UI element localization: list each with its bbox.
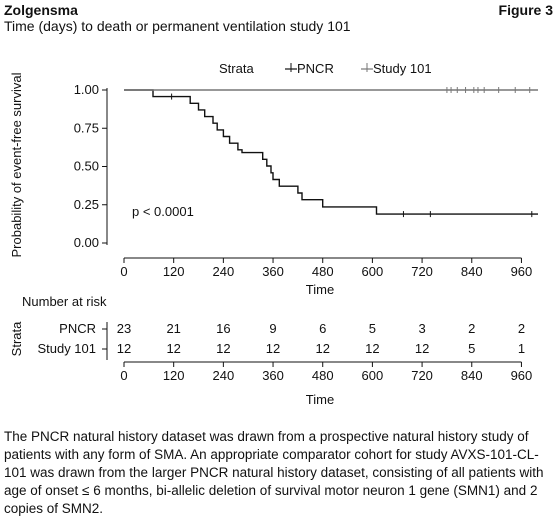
figure-caption: The PNCR natural history dataset was dra… <box>4 429 544 516</box>
risk-cell: 23 <box>117 321 131 336</box>
x-tick-label: 840 <box>461 264 483 279</box>
risk-cell: 12 <box>415 341 429 356</box>
risk-x-tick-label: 240 <box>213 368 235 383</box>
risk-x-tick-label: 360 <box>262 368 284 383</box>
risk-x-tick-label: 120 <box>163 368 185 383</box>
figure-label: Figure 3 <box>498 2 553 18</box>
legend-title: Strata <box>219 61 254 76</box>
y-tick-label: 0.75 <box>74 120 99 135</box>
risk-x-tick-label: 960 <box>511 368 533 383</box>
x-axis-label: Time <box>306 282 334 297</box>
risk-cell: 12 <box>315 341 329 356</box>
risk-cell: 12 <box>266 341 280 356</box>
risk-cell: 6 <box>319 321 326 336</box>
risk-cell: 2 <box>468 321 475 336</box>
x-tick-label: 600 <box>362 264 384 279</box>
y-tick-label: 0.00 <box>74 235 99 250</box>
legend: Strata PNCR Study 101 <box>219 61 432 76</box>
risk-cell: 5 <box>369 321 376 336</box>
x-tick-label: 120 <box>163 264 185 279</box>
legend-study101-label: Study 101 <box>373 61 432 76</box>
x-tick-label: 480 <box>312 264 334 279</box>
risk-cell: 12 <box>166 341 180 356</box>
risk-table-title: Number at risk <box>22 294 107 309</box>
x-tick-label: 240 <box>213 264 235 279</box>
y-tick-label: 0.25 <box>74 197 99 212</box>
risk-x-tick-label: 600 <box>362 368 384 383</box>
legend-pncr-label: PNCR <box>297 61 334 76</box>
x-tick-label: 720 <box>411 264 433 279</box>
y-tick-label: 1.00 <box>74 82 99 97</box>
risk-cell: 12 <box>117 341 131 356</box>
risk-cell: 2 <box>518 321 525 336</box>
risk-row-label-pncr: PNCR <box>59 321 96 336</box>
risk-cell: 16 <box>216 321 230 336</box>
x-tick-label: 0 <box>120 264 127 279</box>
risk-strata-label: Strata <box>9 321 24 356</box>
risk-cell: 21 <box>166 321 180 336</box>
risk-table: 23 21 16 9 6 5 3 2 2 12 12 12 12 12 12 12 5 1 0 120 240 360 48… <box>102 321 532 383</box>
risk-cell: 12 <box>365 341 379 356</box>
series-line-pncr <box>124 89 538 215</box>
plot-area: 0.00 0.25 0.50 0.75 1.00 0 120 240 360 480 600 720 8… <box>74 82 538 279</box>
risk-x-tick-label: 840 <box>461 368 483 383</box>
y-axis-label: Probability of event-free survival <box>9 72 24 257</box>
p-value-annotation: p < 0.0001 <box>132 204 194 219</box>
y-tick-label: 0.50 <box>74 159 99 174</box>
report-title: Zolgensma <box>4 2 78 18</box>
risk-cell: 3 <box>418 321 425 336</box>
risk-x-tick-label: 480 <box>312 368 334 383</box>
risk-x-tick-label: 720 <box>411 368 433 383</box>
risk-cell: 5 <box>468 341 475 356</box>
risk-x-axis-label: Time <box>306 392 334 407</box>
risk-cell: 1 <box>518 341 525 356</box>
risk-cell: 12 <box>216 341 230 356</box>
risk-x-tick-label: 0 <box>120 368 127 383</box>
x-tick-label: 360 <box>262 264 284 279</box>
chart-subtitle: Time (days) to death or permanent ventil… <box>4 18 351 34</box>
km-chart: Strata PNCR Study 101 0.00 0.25 0.50 0.75 1.… <box>9 61 538 407</box>
risk-cell: 9 <box>269 321 276 336</box>
x-tick-label: 960 <box>511 264 533 279</box>
risk-row-label-study101: Study 101 <box>37 341 96 356</box>
